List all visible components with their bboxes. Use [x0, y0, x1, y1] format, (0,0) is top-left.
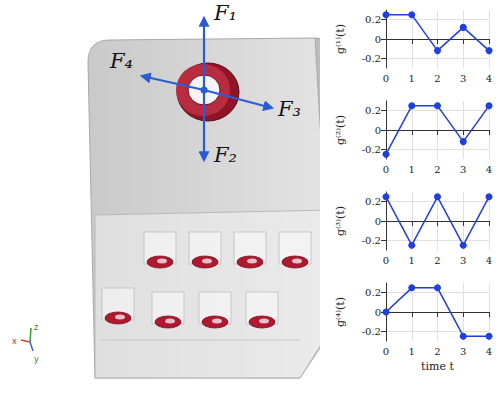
svg-text:1: 1	[409, 255, 415, 266]
svg-text:4: 4	[486, 255, 492, 266]
svg-text:4: 4	[486, 73, 492, 84]
svg-text:2: 2	[434, 73, 440, 84]
svg-text:0.2: 0.2	[365, 196, 381, 207]
svg-text:y: y	[34, 355, 39, 364]
svg-text:3: 3	[460, 73, 466, 84]
svg-text:-0.2: -0.2	[362, 53, 381, 64]
svg-text:0.2: 0.2	[365, 105, 381, 116]
svg-text:0: 0	[383, 164, 389, 175]
svg-text:1: 1	[409, 73, 415, 84]
svg-text:0: 0	[383, 255, 389, 266]
svg-text:g⁽¹⁾(t): g⁽¹⁾(t)	[334, 24, 347, 54]
svg-text:-0.2: -0.2	[362, 326, 381, 337]
svg-text:3: 3	[460, 346, 466, 357]
svg-text:0: 0	[375, 216, 381, 227]
svg-text:g⁽³⁾(t): g⁽³⁾(t)	[334, 206, 347, 236]
svg-text:-0.2: -0.2	[362, 144, 381, 155]
svg-text:1: 1	[409, 346, 415, 357]
svg-text:F₁: F₁	[213, 1, 237, 25]
svg-text:0.2: 0.2	[365, 287, 381, 298]
svg-text:0: 0	[375, 125, 381, 136]
svg-text:3: 3	[460, 255, 466, 266]
svg-text:0: 0	[375, 307, 381, 318]
svg-text:time t: time t	[421, 360, 454, 373]
svg-text:2: 2	[434, 255, 440, 266]
svg-text:0: 0	[383, 346, 389, 357]
svg-text:-0.2: -0.2	[362, 235, 381, 246]
svg-text:3: 3	[460, 164, 466, 175]
svg-text:0: 0	[383, 73, 389, 84]
svg-text:F₄: F₄	[109, 49, 133, 73]
svg-text:2: 2	[434, 164, 440, 175]
svg-text:g⁽²⁾(t): g⁽²⁾(t)	[334, 115, 347, 145]
svg-text:2: 2	[434, 346, 440, 357]
svg-text:z: z	[34, 323, 38, 332]
svg-text:F₃: F₃	[277, 97, 301, 121]
svg-text:0: 0	[375, 34, 381, 45]
svg-text:g⁽⁴⁾(t): g⁽⁴⁾(t)	[334, 297, 347, 327]
svg-text:x: x	[12, 337, 17, 346]
svg-text:4: 4	[486, 346, 492, 357]
svg-text:0.2: 0.2	[365, 14, 381, 25]
svg-text:1: 1	[409, 164, 415, 175]
svg-text:4: 4	[486, 164, 492, 175]
svg-text:F₂: F₂	[213, 143, 237, 167]
